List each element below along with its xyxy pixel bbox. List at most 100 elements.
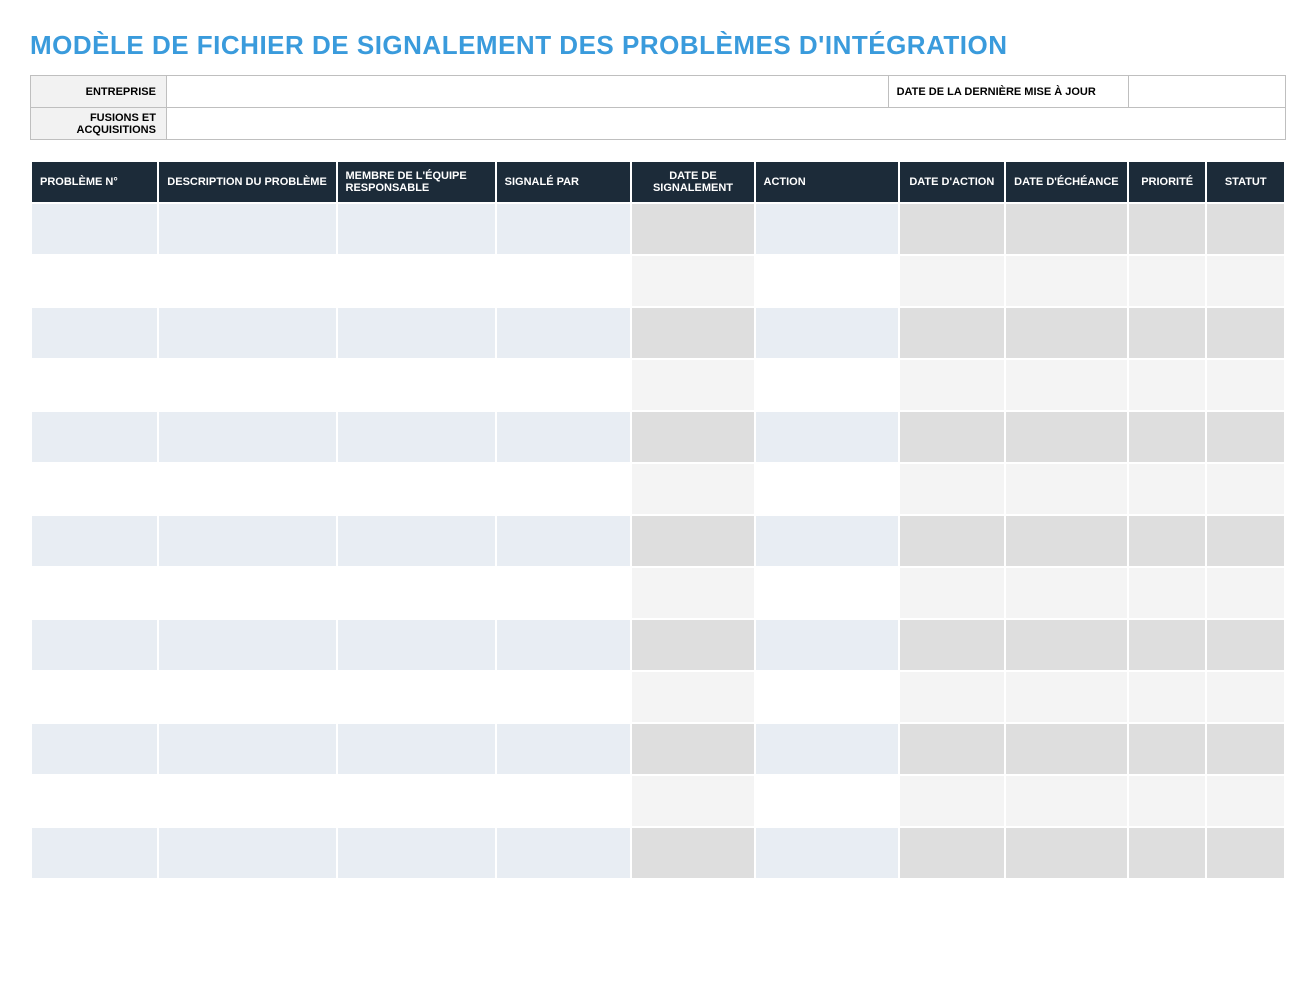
cell-stat[interactable] [1206, 619, 1285, 671]
cell-dact[interactable] [899, 255, 1005, 307]
cell-dact[interactable] [899, 619, 1005, 671]
cell-dsig[interactable] [631, 671, 754, 723]
cell-prio[interactable] [1128, 463, 1207, 515]
cell-dact[interactable] [899, 463, 1005, 515]
cell-num[interactable] [31, 671, 158, 723]
cell-action[interactable] [755, 619, 899, 671]
cell-num[interactable] [31, 255, 158, 307]
cell-num[interactable] [31, 203, 158, 255]
cell-num[interactable] [31, 463, 158, 515]
cell-prio[interactable] [1128, 203, 1207, 255]
cell-dsig[interactable] [631, 827, 754, 879]
cell-stat[interactable] [1206, 515, 1285, 567]
cell-member[interactable] [337, 203, 496, 255]
cell-action[interactable] [755, 827, 899, 879]
cell-num[interactable] [31, 411, 158, 463]
cell-stat[interactable] [1206, 723, 1285, 775]
cell-reported[interactable] [496, 307, 632, 359]
cell-action[interactable] [755, 567, 899, 619]
cell-num[interactable] [31, 827, 158, 879]
cell-action[interactable] [755, 723, 899, 775]
cell-member[interactable] [337, 723, 496, 775]
cell-reported[interactable] [496, 775, 632, 827]
cell-action[interactable] [755, 463, 899, 515]
cell-desc[interactable] [158, 359, 336, 411]
cell-member[interactable] [337, 463, 496, 515]
cell-prio[interactable] [1128, 411, 1207, 463]
cell-stat[interactable] [1206, 411, 1285, 463]
cell-action[interactable] [755, 515, 899, 567]
cell-reported[interactable] [496, 203, 632, 255]
cell-dact[interactable] [899, 723, 1005, 775]
cell-ddue[interactable] [1005, 203, 1128, 255]
cell-prio[interactable] [1128, 827, 1207, 879]
cell-ddue[interactable] [1005, 515, 1128, 567]
cell-action[interactable] [755, 671, 899, 723]
cell-dact[interactable] [899, 827, 1005, 879]
cell-stat[interactable] [1206, 567, 1285, 619]
cell-num[interactable] [31, 359, 158, 411]
cell-desc[interactable] [158, 515, 336, 567]
cell-dsig[interactable] [631, 775, 754, 827]
cell-stat[interactable] [1206, 827, 1285, 879]
cell-dact[interactable] [899, 775, 1005, 827]
cell-ddue[interactable] [1005, 671, 1128, 723]
meta-last-update-value[interactable] [1129, 76, 1286, 108]
cell-reported[interactable] [496, 255, 632, 307]
cell-dsig[interactable] [631, 619, 754, 671]
cell-ddue[interactable] [1005, 567, 1128, 619]
cell-member[interactable] [337, 515, 496, 567]
cell-desc[interactable] [158, 671, 336, 723]
cell-desc[interactable] [158, 411, 336, 463]
cell-member[interactable] [337, 307, 496, 359]
cell-action[interactable] [755, 411, 899, 463]
cell-action[interactable] [755, 203, 899, 255]
cell-prio[interactable] [1128, 515, 1207, 567]
meta-company-value[interactable] [166, 76, 888, 108]
cell-reported[interactable] [496, 567, 632, 619]
cell-prio[interactable] [1128, 307, 1207, 359]
cell-desc[interactable] [158, 255, 336, 307]
cell-stat[interactable] [1206, 203, 1285, 255]
cell-member[interactable] [337, 255, 496, 307]
cell-prio[interactable] [1128, 775, 1207, 827]
cell-dsig[interactable] [631, 723, 754, 775]
cell-member[interactable] [337, 567, 496, 619]
cell-prio[interactable] [1128, 723, 1207, 775]
cell-dact[interactable] [899, 203, 1005, 255]
cell-reported[interactable] [496, 463, 632, 515]
cell-desc[interactable] [158, 567, 336, 619]
cell-action[interactable] [755, 775, 899, 827]
cell-reported[interactable] [496, 515, 632, 567]
cell-stat[interactable] [1206, 775, 1285, 827]
cell-dact[interactable] [899, 359, 1005, 411]
cell-action[interactable] [755, 255, 899, 307]
cell-member[interactable] [337, 619, 496, 671]
cell-num[interactable] [31, 775, 158, 827]
cell-stat[interactable] [1206, 255, 1285, 307]
cell-num[interactable] [31, 307, 158, 359]
cell-dsig[interactable] [631, 463, 754, 515]
cell-num[interactable] [31, 723, 158, 775]
cell-dact[interactable] [899, 567, 1005, 619]
cell-dsig[interactable] [631, 255, 754, 307]
cell-ddue[interactable] [1005, 359, 1128, 411]
cell-member[interactable] [337, 775, 496, 827]
cell-dsig[interactable] [631, 203, 754, 255]
cell-action[interactable] [755, 359, 899, 411]
cell-ddue[interactable] [1005, 255, 1128, 307]
cell-member[interactable] [337, 827, 496, 879]
cell-reported[interactable] [496, 671, 632, 723]
cell-ddue[interactable] [1005, 775, 1128, 827]
cell-dsig[interactable] [631, 359, 754, 411]
cell-reported[interactable] [496, 411, 632, 463]
cell-ddue[interactable] [1005, 463, 1128, 515]
cell-ddue[interactable] [1005, 619, 1128, 671]
cell-member[interactable] [337, 359, 496, 411]
cell-member[interactable] [337, 411, 496, 463]
cell-dsig[interactable] [631, 411, 754, 463]
cell-stat[interactable] [1206, 671, 1285, 723]
cell-stat[interactable] [1206, 463, 1285, 515]
cell-dact[interactable] [899, 515, 1005, 567]
cell-dsig[interactable] [631, 307, 754, 359]
